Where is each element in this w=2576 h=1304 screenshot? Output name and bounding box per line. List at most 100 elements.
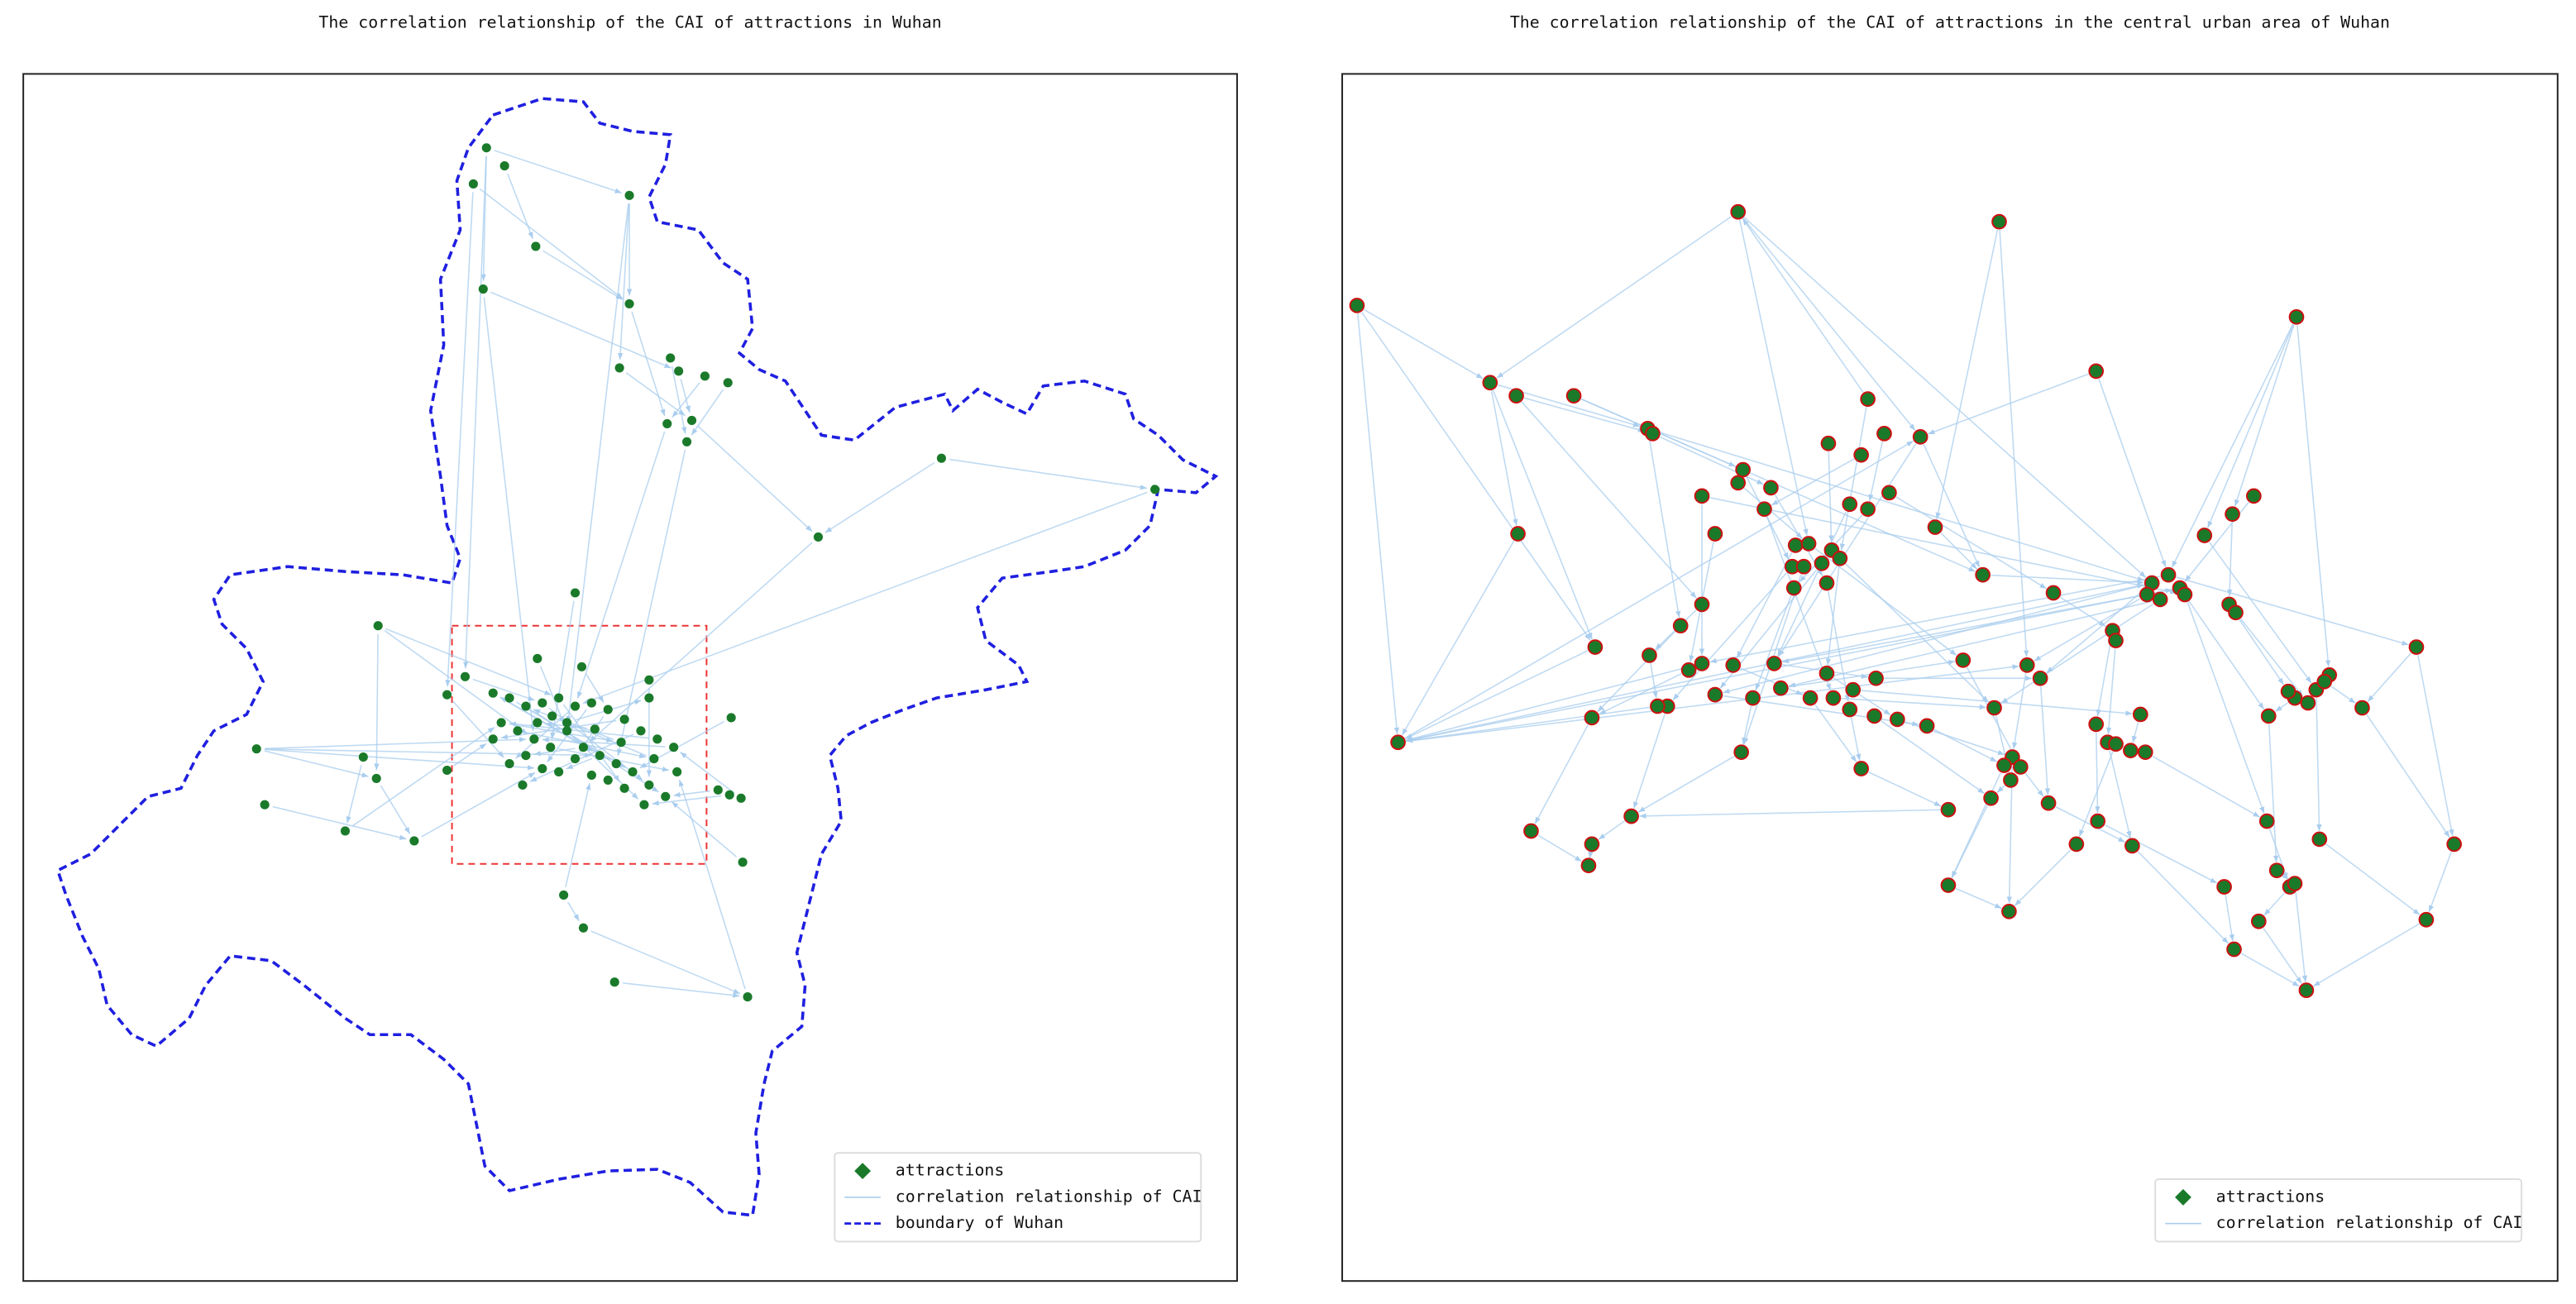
attraction-point <box>1745 690 1761 706</box>
attraction-point <box>518 780 528 790</box>
correlation-edge <box>1814 704 1857 762</box>
legend-label: attractions <box>2216 1187 2325 1206</box>
attraction-point <box>603 775 613 785</box>
attraction-point <box>2032 670 2048 686</box>
correlation-edge <box>671 382 700 418</box>
attraction-point <box>559 890 569 900</box>
correlation-edge <box>2316 698 2322 832</box>
attraction-point <box>1694 596 1710 613</box>
attraction-point <box>1725 657 1742 673</box>
attraction-point <box>533 653 542 664</box>
panel-frame <box>1341 73 2559 1283</box>
correlation-edge <box>1841 697 1986 710</box>
correlation-edge <box>490 291 671 369</box>
attraction-point <box>1694 488 1710 504</box>
correlation-edge <box>673 790 710 798</box>
attraction-point <box>570 754 581 764</box>
correlation-edge <box>494 150 622 193</box>
attraction-point <box>669 743 679 752</box>
attraction-point <box>2177 586 2193 603</box>
correlation-edge <box>1742 217 1864 393</box>
correlation-edge <box>582 491 1148 705</box>
correlation-edge <box>2176 576 2409 646</box>
correlation-edge <box>1360 312 1591 641</box>
attraction-point <box>1818 665 1835 681</box>
attraction-point <box>672 767 682 777</box>
attraction-point <box>2268 862 2285 878</box>
attraction-point <box>1820 435 1837 451</box>
correlation-edge <box>2367 652 2411 703</box>
correlation-edge <box>1828 451 1834 542</box>
correlation-edge <box>1598 820 1625 840</box>
attraction-point <box>639 800 649 810</box>
correlation-edge <box>272 805 407 840</box>
attraction-point <box>1584 836 1600 853</box>
correlation-edge <box>1736 552 1793 658</box>
correlation-edge <box>1999 229 2029 657</box>
correlation-edge <box>1766 516 1832 691</box>
attraction-point <box>2258 813 2275 829</box>
correlation-edge <box>2095 732 2100 814</box>
correlation-edge <box>346 765 362 824</box>
correlation-edge <box>1940 533 1978 570</box>
correlation-edge <box>2171 323 2294 568</box>
attraction-point <box>2137 744 2153 760</box>
attraction-point <box>562 718 572 728</box>
attraction-point <box>619 783 629 793</box>
attraction-point <box>2225 506 2240 522</box>
attraction-point <box>738 857 748 867</box>
attraction-point <box>1584 709 1600 726</box>
attraction-point <box>2045 585 2062 601</box>
correlation-edge <box>1923 444 1981 568</box>
attraction-point <box>409 836 419 846</box>
correlation-edge <box>566 203 629 724</box>
attraction-point <box>628 767 638 777</box>
correlation-edge <box>1933 728 1997 762</box>
correlation-edge <box>562 704 620 782</box>
correlation-edge <box>2059 596 2106 628</box>
attraction-point <box>1733 744 1750 760</box>
attraction-point <box>1785 580 1802 596</box>
attraction-point <box>2226 941 2242 958</box>
attraction-point <box>2418 911 2435 928</box>
attraction-point <box>1642 647 1657 663</box>
correlation-edge <box>1632 714 1666 809</box>
attraction-point <box>2280 683 2296 700</box>
attraction-point <box>371 773 381 783</box>
correlation-edge <box>1850 717 1862 761</box>
correlation-edge <box>1738 219 1809 536</box>
attraction-point <box>2446 836 2462 853</box>
correlation-edge <box>2234 324 2295 507</box>
correlation-edge <box>499 696 609 761</box>
attraction-point <box>554 767 564 777</box>
attraction-point <box>1853 447 1869 463</box>
correlation-edge <box>2024 772 2044 797</box>
attraction-point <box>1881 485 1897 501</box>
correlation-edge <box>539 666 565 724</box>
correlation-edge <box>2152 755 2260 818</box>
attraction-point <box>1766 656 1782 671</box>
attraction-point <box>1853 761 1869 776</box>
attraction-point <box>1763 480 1779 496</box>
attraction-point <box>1645 426 1661 442</box>
correlation-edge <box>2417 655 2454 837</box>
attraction-point <box>1510 526 1526 542</box>
correlation-edge <box>680 752 735 794</box>
attraction-point <box>1773 680 1789 696</box>
attraction-point <box>1940 877 1957 893</box>
legend-label: attractions <box>896 1161 1005 1180</box>
correlation-edge <box>2000 603 2154 705</box>
correlation-edge <box>2206 324 2294 528</box>
attraction-point <box>1825 690 1842 706</box>
correlation-edge <box>589 542 813 743</box>
attraction-point <box>1832 550 1848 566</box>
panel-frame <box>22 73 1238 1283</box>
correlation-edge <box>2046 587 2147 674</box>
correlation-edge <box>1782 595 2139 664</box>
attraction-point <box>1912 428 1928 445</box>
attraction-point <box>724 790 734 800</box>
correlation-edge <box>678 779 746 990</box>
attraction-point <box>2311 831 2328 848</box>
correlation-edge <box>1406 664 2019 743</box>
correlation-edge <box>542 250 624 300</box>
